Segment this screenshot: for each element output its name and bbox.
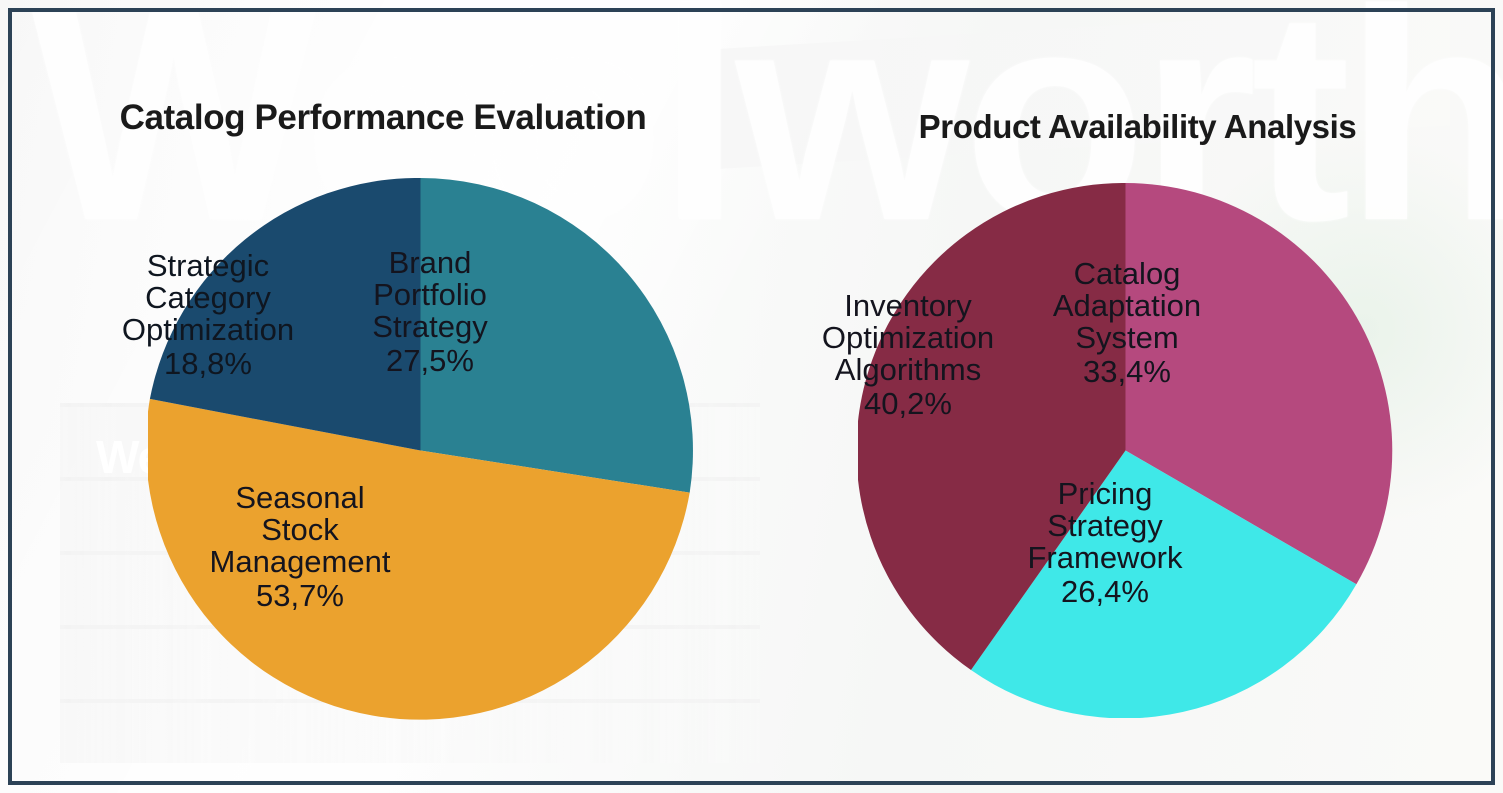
pie-right-slice-catalog-adaptation-system[interactable] xyxy=(1125,183,1393,585)
pie-chart-right xyxy=(858,183,1393,718)
pie-left-svg xyxy=(148,178,693,720)
pie-left-slice-brand-portfolio-strategy[interactable] xyxy=(420,178,693,493)
pie-right-slice-inventory-optimization-algorithms[interactable] xyxy=(858,183,1126,670)
chart-panel-product-availability-analysis: Product Availability Analysis Catalog Ad… xyxy=(760,0,1503,793)
chart-title-left: Catalog Performance Evaluation xyxy=(119,98,647,137)
pie-left-slice-strategic-category-optimization[interactable] xyxy=(149,178,421,451)
chart-panel-catalog-performance-evaluation: Catalog Performance Evaluation Brand Por… xyxy=(119,98,693,723)
pie-right-svg xyxy=(858,183,1393,718)
chart-title-right: Product Availability Analysis xyxy=(918,108,1357,145)
pie-right-slice-pricing-strategy-framework[interactable] xyxy=(971,450,1357,719)
pie-chart-left xyxy=(148,178,693,723)
pie-left-slice-seasonal-stock-management[interactable] xyxy=(148,398,690,720)
